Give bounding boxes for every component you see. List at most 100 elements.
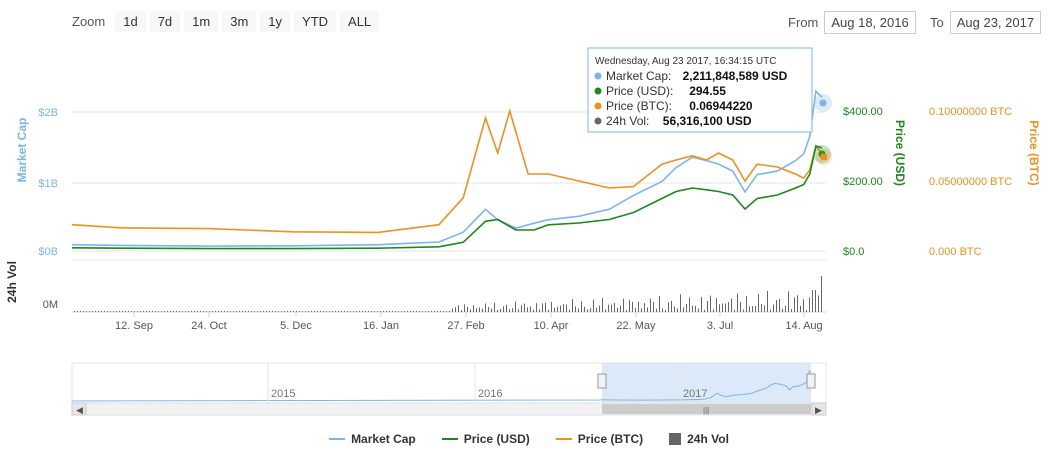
volume-bar bbox=[758, 293, 759, 312]
navigator-selection[interactable] bbox=[602, 363, 811, 403]
volume-bar bbox=[170, 311, 171, 312]
volume-bar bbox=[503, 306, 504, 312]
scrollbar-thumb[interactable] bbox=[602, 404, 811, 414]
volume-bar bbox=[626, 309, 627, 312]
volume-bar bbox=[632, 301, 633, 312]
zoom-1y-button[interactable]: 1y bbox=[260, 11, 291, 32]
volume-bar bbox=[209, 311, 210, 312]
legend-label: Price (BTC) bbox=[577, 432, 644, 446]
volume-bar bbox=[524, 303, 525, 312]
volume-bar bbox=[437, 311, 438, 312]
axis-title-price-btc: Price (BTC) bbox=[1027, 120, 1041, 185]
volume-bar bbox=[662, 308, 663, 312]
navigator-handle-left[interactable] bbox=[597, 373, 607, 389]
volume-bar bbox=[188, 311, 189, 312]
volume-bar bbox=[332, 311, 333, 312]
zoom-label: Zoom bbox=[72, 14, 106, 29]
navigator-handle-right[interactable] bbox=[806, 373, 816, 389]
volume-bar bbox=[389, 311, 390, 312]
volume-bar bbox=[326, 311, 327, 312]
volume-bar bbox=[809, 297, 810, 312]
volume-bar bbox=[416, 311, 417, 312]
volume-bar bbox=[665, 309, 666, 312]
zoom-1d-button[interactable]: 1d bbox=[115, 11, 146, 32]
zoom-ytd-button[interactable]: YTD bbox=[294, 11, 337, 32]
volume-bar bbox=[620, 305, 621, 312]
volume-bar bbox=[185, 311, 186, 312]
volume-bar bbox=[518, 309, 519, 312]
volume-bar bbox=[695, 306, 696, 312]
volume-bar bbox=[236, 311, 237, 312]
volume-bar bbox=[734, 309, 735, 312]
volume-bar bbox=[671, 300, 672, 312]
volume-bar bbox=[167, 311, 168, 312]
volume-bar bbox=[575, 306, 576, 312]
volume-bar bbox=[362, 311, 363, 312]
volume-bar bbox=[455, 307, 456, 312]
volume-bar bbox=[716, 298, 717, 312]
legend-item-volume[interactable]: 24h Vol bbox=[669, 432, 729, 446]
volume-bar bbox=[764, 305, 765, 312]
volume-bar bbox=[302, 311, 303, 312]
volume-bar bbox=[812, 290, 813, 312]
volume-bar bbox=[347, 311, 348, 312]
volume-bar bbox=[746, 295, 747, 312]
range-from-input[interactable]: Aug 18, 2016 bbox=[824, 11, 916, 34]
legend-item-price-btc[interactable]: Price (BTC) bbox=[555, 432, 644, 446]
zoom-bar: Zoom 1d 7d 1m 3m 1y YTD ALL bbox=[72, 11, 380, 32]
legend-item-price-usd[interactable]: Price (USD) bbox=[441, 432, 530, 446]
legend: Market Cap Price (USD) Price (BTC) 24h V… bbox=[0, 432, 1058, 446]
volume-bar bbox=[356, 311, 357, 312]
volume-bar bbox=[755, 305, 756, 312]
volume-bar bbox=[569, 309, 570, 312]
volume-bar bbox=[386, 311, 387, 312]
axis-ticks: $0B $1B $2B $0.0 $200.00 $400.00 0.000 BTC 0.05… bbox=[38, 106, 1012, 332]
navigator[interactable]: 2015 2016 2017 ||| ◀ ▶ bbox=[71, 362, 827, 416]
zoom-all-button[interactable]: ALL bbox=[340, 11, 380, 32]
zoom-7d-button[interactable]: 7d bbox=[149, 11, 181, 32]
volume-bar bbox=[425, 311, 426, 312]
tooltip-row-value: 56,316,100 USD bbox=[663, 114, 752, 128]
tooltip-bullet-icon bbox=[594, 72, 602, 80]
volume-bar bbox=[743, 309, 744, 312]
volume-bar bbox=[713, 309, 714, 312]
volume-bar bbox=[251, 311, 252, 312]
legend-line-icon bbox=[329, 438, 346, 440]
volume-bar bbox=[596, 307, 597, 312]
series-line-price-usd bbox=[71, 144, 823, 250]
volume-bar bbox=[551, 301, 552, 312]
range-to-input[interactable]: Aug 23, 2017 bbox=[949, 11, 1042, 34]
volume-bar bbox=[773, 304, 774, 312]
volume-bar bbox=[365, 311, 366, 312]
scrollbar-left-arrow[interactable] bbox=[71, 402, 87, 416]
volume-bar bbox=[599, 305, 600, 312]
volume-bar bbox=[545, 302, 546, 312]
volume-bar bbox=[563, 304, 564, 312]
volume-bar bbox=[329, 311, 330, 312]
zoom-1m-button[interactable]: 1m bbox=[184, 11, 219, 32]
tick-label-price-btc: 0.05000000 BTC bbox=[929, 176, 1012, 188]
tooltip: Wednesday, Aug 23 2017, 16:34:15 UTC Mar… bbox=[587, 47, 813, 133]
volume-bar bbox=[491, 308, 492, 312]
volume-bar bbox=[242, 311, 243, 312]
volume-bar bbox=[485, 303, 486, 312]
volume-bar bbox=[515, 301, 516, 312]
volume-bar bbox=[647, 307, 648, 312]
volume-bar bbox=[539, 309, 540, 312]
volume-bar bbox=[92, 311, 93, 312]
hover-point-price-btc bbox=[821, 154, 827, 160]
volume-bar bbox=[767, 290, 768, 312]
volume-bar bbox=[680, 294, 681, 312]
volume-bar bbox=[737, 293, 738, 312]
tick-label-x: 27. Feb bbox=[447, 320, 484, 332]
volume-bar bbox=[224, 311, 225, 312]
volume-bar bbox=[314, 311, 315, 312]
legend-box-icon bbox=[669, 433, 682, 445]
volume-bar bbox=[548, 309, 549, 312]
tooltip-bullet-icon bbox=[594, 87, 602, 95]
scrollbar-right-arrow[interactable] bbox=[811, 402, 827, 416]
volume-bar bbox=[509, 309, 510, 312]
volume-bar bbox=[275, 311, 276, 312]
legend-item-market-cap[interactable]: Market Cap bbox=[329, 432, 416, 446]
zoom-3m-button[interactable]: 3m bbox=[222, 11, 257, 32]
